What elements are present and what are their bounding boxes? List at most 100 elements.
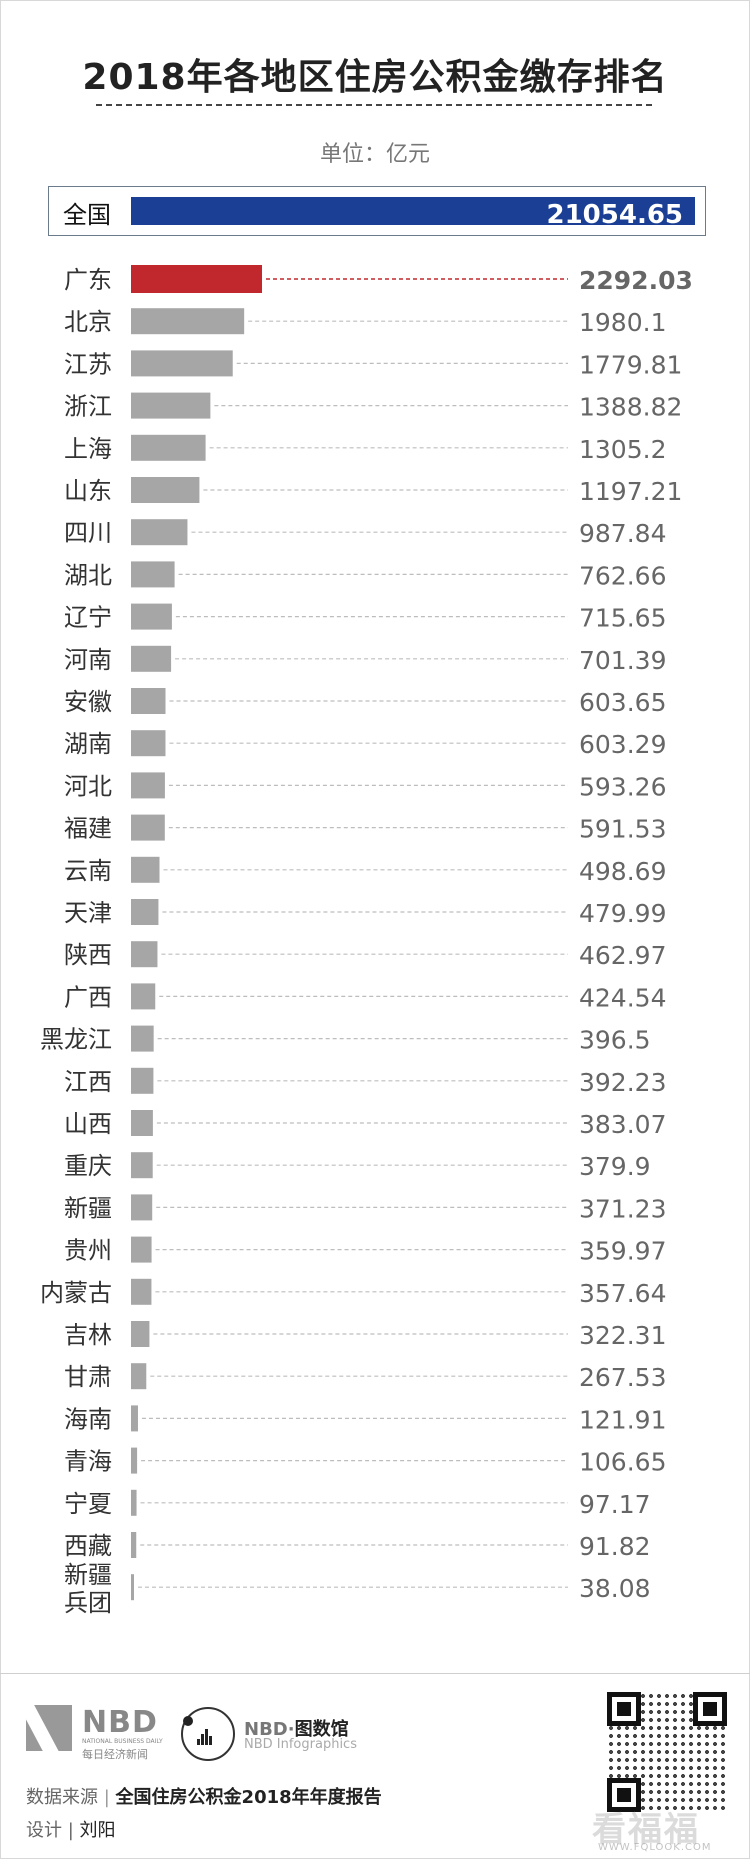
value-label-江苏: 1779.81 xyxy=(579,350,682,379)
data-source: 数据来源 | 全国住房公积金2018年年度报告 xyxy=(26,1783,382,1809)
bar-河北 xyxy=(131,772,165,799)
bar-西藏 xyxy=(131,1532,137,1558)
category-label-甘肃: 甘肃 xyxy=(64,1363,112,1391)
value-label-广东: 2292.03 xyxy=(579,266,693,295)
chart-title: 2018年各地区住房公积金缴存排名 xyxy=(82,57,668,98)
category-label-黑龙江: 黑龙江 xyxy=(40,1026,112,1054)
bar-黑龙江 xyxy=(131,1025,154,1052)
category-label-湖南: 湖南 xyxy=(64,730,112,758)
category-label-江苏: 江苏 xyxy=(64,350,112,378)
nbd-logo-chinese: 每日经济新闻 xyxy=(82,1748,148,1761)
bar-海南 xyxy=(131,1405,138,1432)
bar-新疆 xyxy=(131,1194,153,1221)
category-label-四川: 四川 xyxy=(64,519,112,547)
category-label-贵州: 贵州 xyxy=(64,1237,112,1265)
category-label-广西: 广西 xyxy=(64,983,112,1011)
bar-山西 xyxy=(131,1110,153,1136)
qr-code[interactable] xyxy=(607,1692,727,1812)
qr-finder-top-left xyxy=(607,1692,641,1726)
category-label-安徽: 安徽 xyxy=(64,688,112,716)
bar-江苏 xyxy=(131,350,233,377)
bar-安徽 xyxy=(131,688,166,714)
category-label-云南: 云南 xyxy=(64,857,112,885)
brand-chinese: 图数馆 xyxy=(294,1719,349,1740)
bar-山东 xyxy=(131,477,200,503)
watermark-url: WWW.FQLOOK.COM xyxy=(598,1842,712,1853)
bar-贵州 xyxy=(131,1236,152,1263)
national-total-value: 21054.65 xyxy=(546,200,683,230)
category-label-浙江: 浙江 xyxy=(64,393,112,421)
category-label-山东: 山东 xyxy=(64,477,112,505)
value-label-浙江: 1388.82 xyxy=(579,393,682,422)
category-label-福建: 福建 xyxy=(64,815,112,843)
value-label-西藏: 91.82 xyxy=(579,1532,651,1561)
nbd-logo-english: NATIONAL BUSINESS DAILY xyxy=(82,1738,163,1745)
bar-内蒙古 xyxy=(131,1278,152,1305)
category-label-江西: 江西 xyxy=(64,1068,112,1096)
bar-福建 xyxy=(131,814,165,841)
designer-credit: 设计 | 刘阳 xyxy=(26,1816,116,1842)
value-label-江西: 392.23 xyxy=(579,1068,666,1097)
value-label-湖南: 603.29 xyxy=(579,730,666,759)
value-label-新疆兵团: 38.08 xyxy=(579,1574,651,1603)
value-label-甘肃: 267.53 xyxy=(579,1363,666,1392)
designer-value: 刘阳 xyxy=(79,1820,116,1841)
value-label-内蒙古: 357.64 xyxy=(579,1279,666,1308)
category-label-新疆兵团: 新疆兵团 xyxy=(64,1561,112,1617)
ranking-bar-chart: 广东 2292.03 北京 1980.1 江苏 1779.81 浙江 1388.82 上海 130… xyxy=(40,265,693,1617)
value-label-安徽: 603.65 xyxy=(579,688,666,717)
bar-上海 xyxy=(131,434,206,461)
infographics-logo-bars-icon xyxy=(197,1729,213,1745)
value-label-四川: 987.84 xyxy=(579,519,666,548)
national-total-row: 全国 21054.65 xyxy=(48,186,706,236)
category-label-吉林: 吉林 xyxy=(64,1321,112,1349)
category-label-湖北: 湖北 xyxy=(64,561,112,589)
value-label-山东: 1197.21 xyxy=(579,477,682,506)
category-label-陕西: 陕西 xyxy=(64,941,112,969)
value-label-山西: 383.07 xyxy=(579,1110,666,1139)
bar-河南 xyxy=(131,645,172,672)
bar-天津 xyxy=(131,899,159,925)
watermark: 看福福 xyxy=(592,1810,700,1850)
infographics-logo-icon xyxy=(181,1707,235,1761)
category-label-广东: 广东 xyxy=(64,266,112,294)
bar-广西 xyxy=(131,983,156,1010)
category-label-辽宁: 辽宁 xyxy=(64,604,112,632)
category-label-河北: 河北 xyxy=(64,772,112,800)
designer-separator: | xyxy=(67,1820,74,1841)
nbd-logo-text: NBD xyxy=(82,1705,158,1740)
category-label-内蒙古: 内蒙古 xyxy=(40,1279,112,1307)
infographics-logo-dot xyxy=(183,1716,193,1726)
value-label-宁夏: 97.17 xyxy=(579,1490,651,1519)
infographics-brand-english: NBD Infographics xyxy=(244,1737,357,1752)
bar-重庆 xyxy=(131,1152,153,1179)
category-label-重庆: 重庆 xyxy=(64,1152,112,1180)
value-label-黑龙江: 396.5 xyxy=(579,1026,651,1055)
category-label-青海: 青海 xyxy=(64,1448,112,1476)
bar-广东 xyxy=(131,265,262,293)
bar-云南 xyxy=(131,856,160,883)
value-label-北京: 1980.1 xyxy=(579,308,666,337)
source-value: 全国住房公积金2018年年度报告 xyxy=(115,1787,382,1808)
brand-prefix: NBD· xyxy=(244,1719,295,1740)
category-label-上海: 上海 xyxy=(64,435,112,463)
designer-label: 设计 xyxy=(26,1820,62,1841)
bar-宁夏 xyxy=(131,1489,137,1516)
value-label-海南: 121.91 xyxy=(579,1405,666,1434)
value-label-天津: 479.99 xyxy=(579,899,666,928)
value-label-云南: 498.69 xyxy=(579,857,666,886)
qr-finder-top-right xyxy=(693,1692,727,1726)
value-label-河北: 593.26 xyxy=(579,772,666,801)
national-total-label: 全国 xyxy=(63,201,111,229)
value-label-广西: 424.54 xyxy=(579,983,666,1012)
value-label-重庆: 379.9 xyxy=(579,1152,651,1181)
category-label-河南: 河南 xyxy=(64,646,112,674)
category-label-宁夏: 宁夏 xyxy=(64,1490,112,1518)
title-divider xyxy=(96,104,652,106)
bar-甘肃 xyxy=(131,1363,147,1390)
value-label-贵州: 359.97 xyxy=(579,1237,666,1266)
value-label-上海: 1305.2 xyxy=(579,435,666,464)
unit-label: 单位：亿元 xyxy=(319,142,430,167)
footer-divider xyxy=(0,1673,750,1674)
bar-江西 xyxy=(131,1067,154,1094)
